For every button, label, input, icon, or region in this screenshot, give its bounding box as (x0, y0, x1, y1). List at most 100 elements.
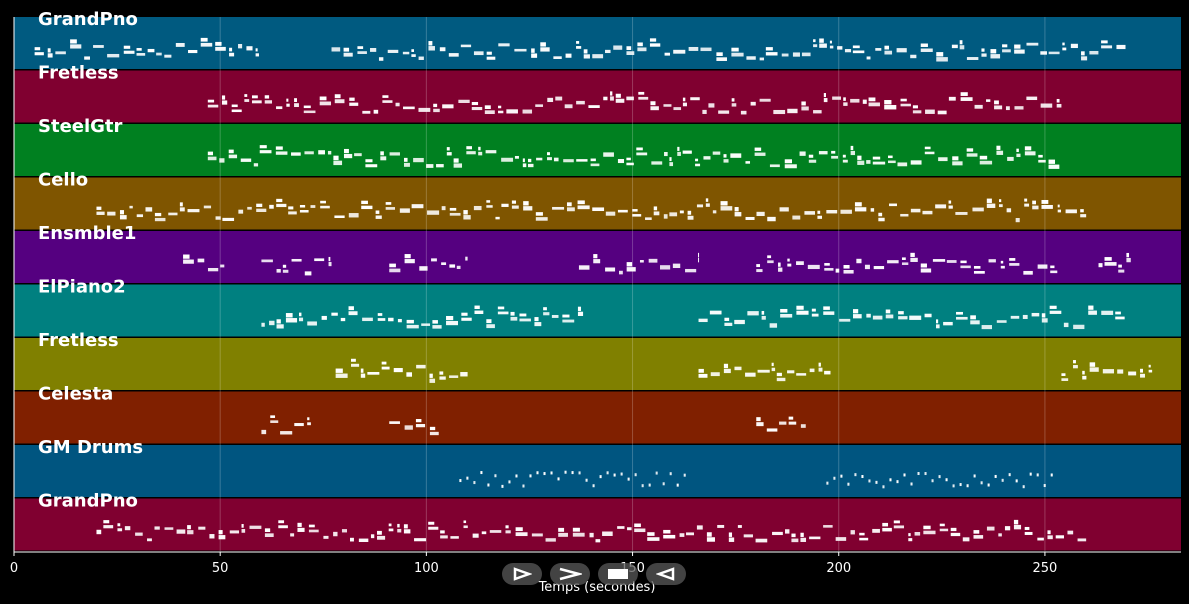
note-mark (124, 526, 131, 531)
note-mark (613, 45, 623, 50)
note-mark (807, 264, 820, 270)
note-mark (653, 211, 660, 216)
note-mark (831, 155, 839, 159)
note-mark (708, 103, 715, 108)
forward-button[interactable] (550, 563, 590, 585)
note-mark (406, 319, 414, 324)
note-mark (776, 372, 782, 377)
note-mark (446, 152, 452, 156)
note-mark (673, 107, 682, 111)
track-label: Cello (38, 170, 88, 191)
note-mark (588, 105, 600, 108)
note-mark (662, 482, 665, 486)
note-mark (973, 271, 985, 274)
note-mark (980, 481, 983, 485)
note-marks (34, 37, 1153, 543)
note-mark (818, 362, 821, 367)
note-mark (960, 265, 971, 269)
note-mark (343, 47, 350, 52)
note-mark (489, 530, 502, 533)
note-mark (501, 203, 509, 207)
note-mark (419, 266, 428, 271)
note-mark (426, 164, 434, 168)
note-mark (498, 105, 502, 109)
note-mark (358, 538, 369, 543)
note-mark (948, 200, 952, 204)
note-mark (1041, 204, 1053, 209)
note-mark (1065, 209, 1077, 214)
note-mark (429, 373, 433, 378)
note-mark (972, 207, 984, 212)
note-mark (843, 269, 854, 274)
note-mark (831, 150, 836, 154)
note-mark (147, 48, 155, 53)
note-mark (403, 106, 415, 110)
note-mark (900, 103, 911, 107)
note-mark (1009, 263, 1020, 266)
note-mark (244, 94, 248, 97)
note-mark (809, 536, 821, 540)
note-mark (436, 164, 444, 168)
note-mark (950, 532, 961, 537)
note-mark (952, 156, 959, 161)
note-mark (875, 480, 878, 484)
note-mark (1089, 50, 1099, 55)
note-mark (522, 163, 527, 168)
note-mark (354, 153, 362, 157)
note-mark (632, 214, 642, 217)
note-mark (458, 99, 470, 104)
note-mark (910, 252, 915, 257)
note-mark (973, 530, 980, 534)
note-mark (145, 207, 153, 212)
note-mark (781, 53, 789, 57)
note-mark (856, 258, 862, 264)
note-mark (939, 528, 949, 532)
rewind-button[interactable] (646, 563, 686, 585)
note-mark (402, 51, 410, 55)
note-mark (388, 317, 394, 322)
note-mark (377, 530, 382, 535)
track-band (14, 124, 1181, 176)
stop-button[interactable] (598, 563, 638, 585)
note-mark (720, 206, 733, 211)
note-mark (1063, 322, 1069, 328)
note-mark (996, 320, 1007, 323)
note-mark (446, 147, 450, 151)
note-mark (377, 318, 386, 321)
note-mark (119, 215, 127, 220)
note-mark (264, 533, 274, 538)
note-mark (365, 164, 378, 168)
note-mark (566, 207, 575, 212)
note-mark (908, 538, 913, 542)
note-mark (734, 319, 745, 325)
note-mark (955, 211, 968, 215)
note-mark (576, 159, 588, 162)
note-mark (952, 484, 955, 488)
note-mark (627, 527, 632, 531)
note-mark (669, 472, 672, 476)
note-mark (829, 45, 834, 49)
note-mark (824, 268, 834, 271)
note-mark (367, 371, 380, 375)
note-mark (221, 100, 228, 105)
note-mark (950, 527, 957, 532)
track-band (14, 284, 1181, 337)
note-mark (973, 266, 981, 269)
note-mark (362, 110, 371, 114)
note-mark (756, 269, 763, 273)
note-mark (852, 45, 860, 49)
note-mark (270, 415, 276, 418)
note-mark (924, 472, 927, 476)
note-mark (207, 104, 219, 108)
playback-controls (502, 563, 686, 587)
play-button[interactable] (502, 563, 542, 585)
note-mark (343, 148, 349, 154)
note-mark (844, 49, 852, 53)
note-mark (365, 159, 373, 163)
note-mark (360, 373, 366, 378)
note-mark (321, 315, 327, 320)
note-mark (465, 256, 468, 261)
note-mark (176, 529, 186, 534)
note-mark (264, 528, 271, 533)
note-mark (515, 474, 518, 478)
